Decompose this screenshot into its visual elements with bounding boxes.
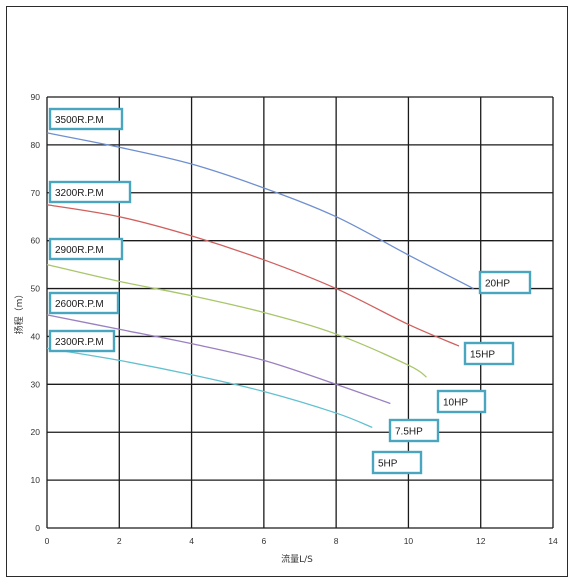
power-label-0: 20HP [478,270,532,295]
power-label-1-box [463,341,515,366]
curve-3200R.P.M [46,204,460,347]
y-tick-label: 30 [31,379,41,389]
power-label-4: 5HP [371,450,423,475]
x-tick-label: 10 [404,536,414,546]
y-axis-title: 扬程（m） [13,290,25,335]
power-label-1-text: 15HP [470,350,495,361]
power-label-2-box [436,389,487,414]
speed-label-4: 2300R.P.M [48,329,116,353]
curve-2300R.P.M [46,347,373,429]
power-label-4-box [371,450,423,475]
speed-label-3: 2600R.P.M [48,291,120,315]
chart-frame [6,6,568,577]
power-label-0-text: 20HP [485,279,510,290]
y-tick-label: 20 [31,427,41,437]
y-tick-label: 90 [31,92,41,102]
speed-label-0-box [48,107,124,131]
curve-labels: 3500R.P.M 20HP 3200R.P.M 15HP 2900R.P.M 10HP 2… [48,107,532,475]
x-axis-title: 流量L/S [281,553,313,565]
speed-label-2-text: 2900R.P.M [55,245,104,256]
power-label-2-text: 10HP [443,398,468,409]
speed-label-3-box [48,291,120,315]
curve-2600R.P.M [46,314,391,405]
tick-labels: 0 2 4 6 8 10 12 14 0 10 20 30 40 50 60 70 80 90 [31,92,558,546]
x-tick-label: 0 [45,536,50,546]
speed-label-4-text: 2300R.P.M [55,337,104,348]
curves [46,132,474,429]
y-tick-label: 60 [31,236,41,246]
curve-3500R.P.M [46,132,474,290]
y-tick-label: 80 [31,140,41,150]
y-tick-label: 0 [35,523,40,533]
speed-label-1-text: 3200R.P.M [55,188,104,199]
speed-label-2: 2900R.P.M [48,237,124,261]
speed-label-3-text: 2600R.P.M [55,299,104,310]
power-label-1: 15HP [463,341,515,366]
power-label-3-box [388,418,440,443]
x-tick-label: 12 [476,536,486,546]
power-label-2: 10HP [436,389,487,414]
curve-2900R.P.M [46,263,427,378]
y-tick-label: 50 [31,284,41,294]
power-label-0-box [478,270,532,295]
y-tick-label: 40 [31,331,41,341]
speed-label-0: 3500R.P.M [48,107,124,131]
y-tick-label: 10 [31,475,41,485]
grid [46,96,554,529]
x-tick-label: 14 [548,536,558,546]
x-tick-label: 4 [189,536,194,546]
speed-label-2-box [48,237,124,261]
power-label-4-text: 5HP [378,459,398,470]
speed-label-1: 3200R.P.M [48,180,132,204]
x-tick-label: 6 [261,536,266,546]
speed-label-4-box [48,329,116,353]
power-label-3: 7.5HP [388,418,440,443]
speed-label-0-text: 3500R.P.M [55,115,104,126]
y-tick-label: 70 [31,188,41,198]
power-label-3-text: 7.5HP [395,427,423,438]
x-tick-label: 2 [117,536,122,546]
x-tick-label: 8 [334,536,339,546]
speed-label-1-box [48,180,132,204]
